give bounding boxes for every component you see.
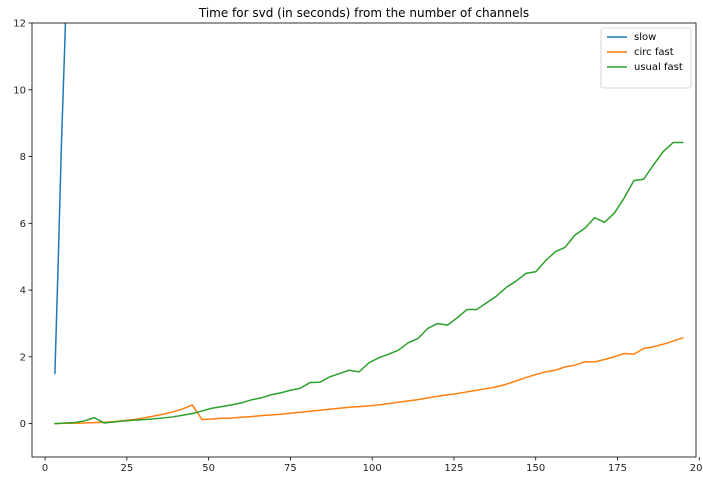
x-tick-label: 125	[444, 463, 463, 474]
x-tick-label: 175	[608, 463, 627, 474]
x-tick-label: 100	[363, 463, 382, 474]
x-tick-label: 25	[120, 463, 133, 474]
x-tick-label: 200	[690, 463, 703, 474]
series-line-circ-fast	[54, 337, 684, 425]
chart-title: Time for svd (in seconds) from the numbe…	[198, 6, 529, 20]
legend-box	[600, 27, 692, 89]
series-layer	[54, 23, 684, 425]
series-line-slow	[54, 23, 67, 375]
y-tick-label: 4	[20, 286, 26, 297]
y-tick-label: 0	[20, 419, 26, 430]
x-tick-label: 0	[42, 463, 48, 474]
y-tick-label: 6	[20, 219, 26, 230]
y-tick-label: 12	[13, 19, 26, 30]
x-tick-label: 50	[202, 463, 215, 474]
legend-entry-label: usual fast	[634, 62, 683, 73]
legend-entry-label: circ fast	[634, 47, 674, 58]
y-tick-label: 8	[20, 152, 26, 163]
legend: slow circ fast usual fast	[600, 27, 692, 89]
x-tick-label: 150	[526, 463, 545, 474]
axes-layer: 0 25 50 75 100 125 150 175 200 0 2 4 6 8 10 12	[13, 19, 703, 475]
x-tick-label: 75	[284, 463, 297, 474]
plot-frame	[31, 22, 697, 458]
legend-entry-label: slow	[634, 32, 656, 43]
series-line-usual-fast	[54, 141, 684, 425]
y-tick-label: 10	[13, 85, 26, 96]
y-tick-label: 2	[20, 352, 26, 363]
